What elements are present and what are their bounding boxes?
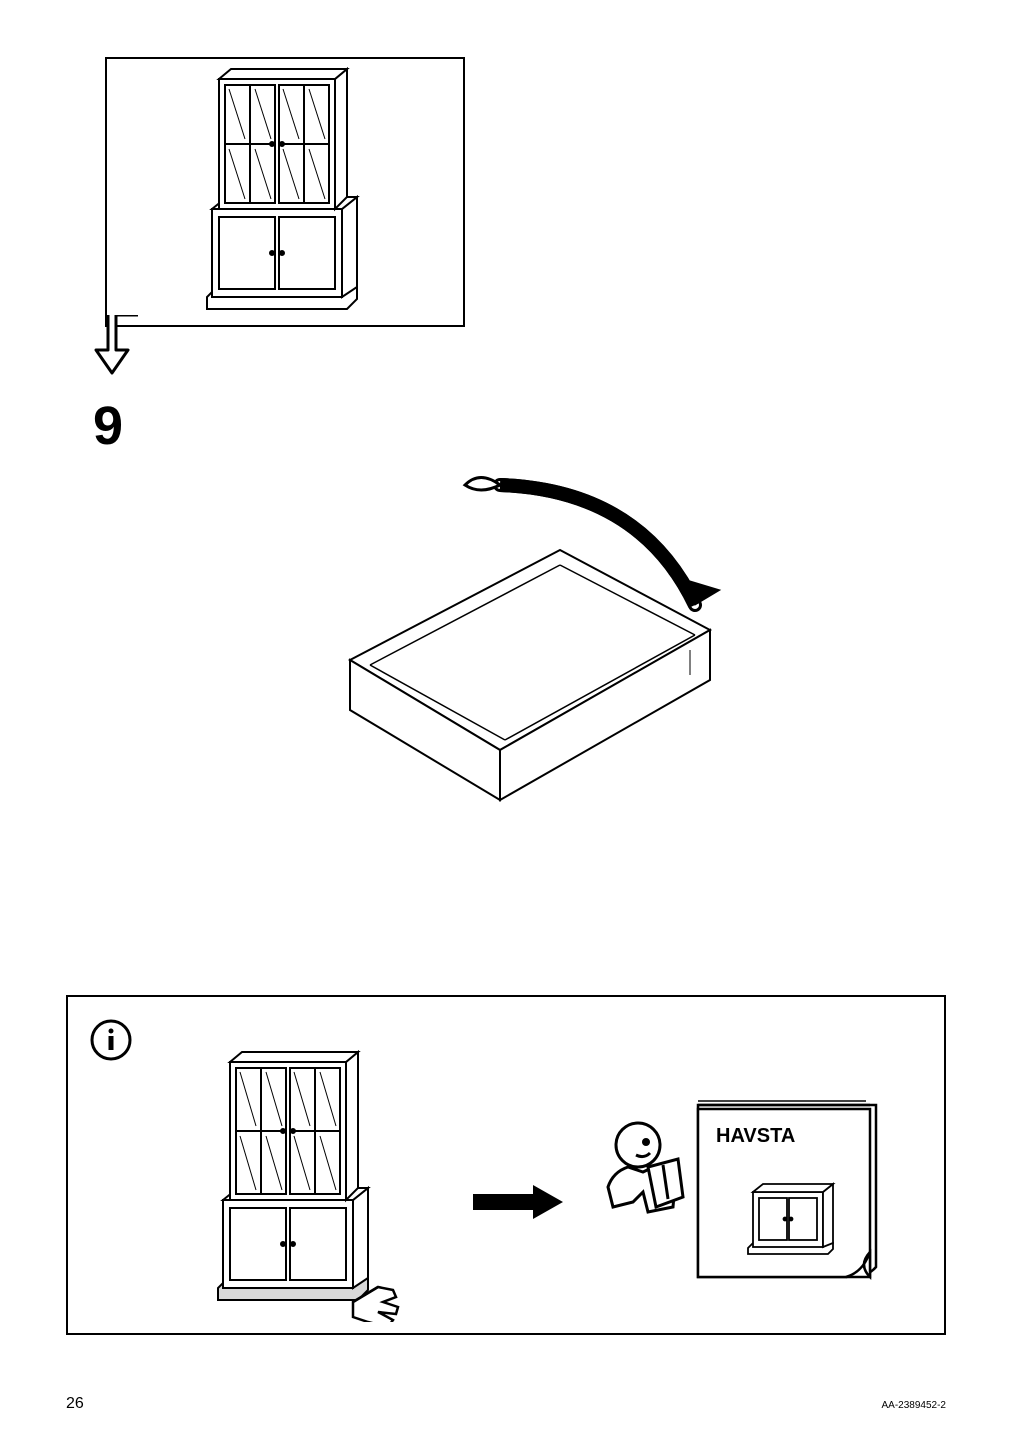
info-panel: HAVSTA — [66, 995, 946, 1335]
booklet-title: HAVSTA — [716, 1125, 795, 1148]
page-number: 26 — [66, 1395, 84, 1413]
cabinet-full-drawing — [107, 59, 463, 325]
right-arrow-icon — [468, 1182, 568, 1222]
step-number: 9 — [93, 395, 123, 457]
flip-cabinet-drawing — [300, 460, 760, 830]
cabinet-with-hand-drawing — [198, 1042, 438, 1322]
down-arrow-icon — [78, 315, 138, 385]
top-result-panel — [105, 57, 465, 327]
person-reading-icon — [588, 1117, 698, 1237]
info-icon — [88, 1017, 134, 1063]
document-code: AA-2389452-2 — [882, 1400, 947, 1411]
page: 9 — [0, 0, 1012, 1432]
booklet: HAVSTA — [688, 1097, 888, 1287]
manual-reference: HAVSTA — [588, 1097, 908, 1297]
